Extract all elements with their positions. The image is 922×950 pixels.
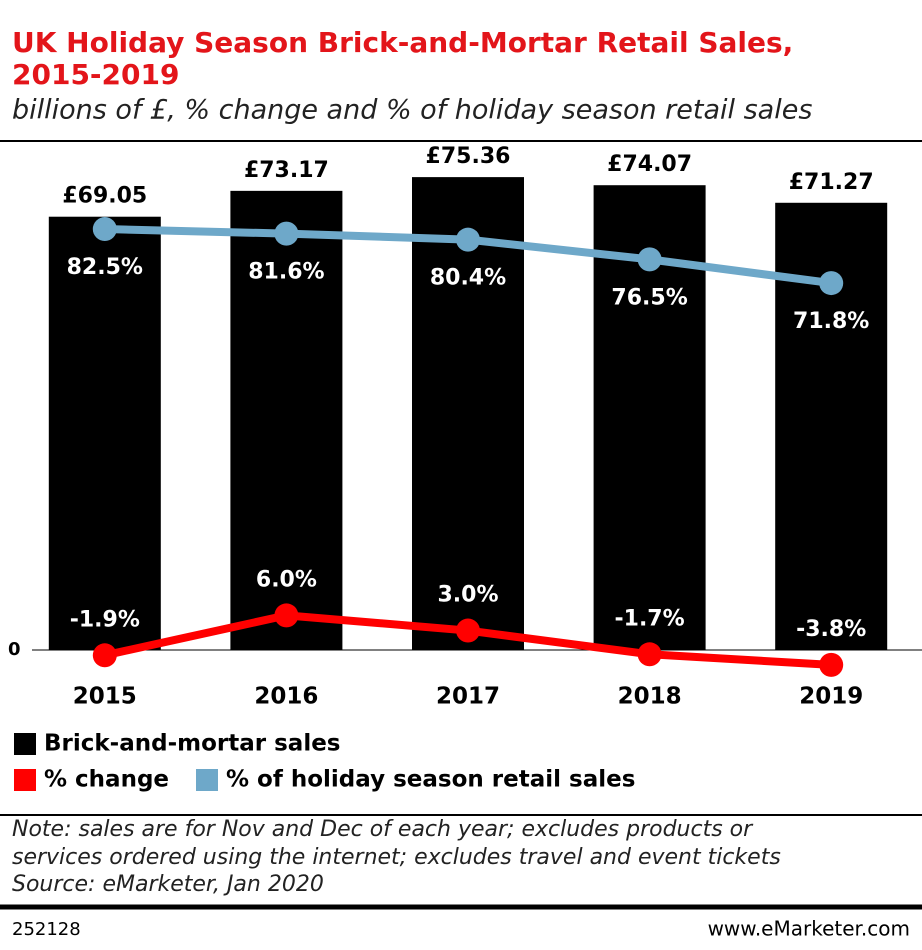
line-value-label: 71.8% [793, 309, 869, 334]
bar-value-label: £73.17 [244, 158, 329, 183]
x-tick-label: 2016 [254, 684, 318, 710]
bar [412, 177, 524, 650]
source: Source: eMarketer, Jan 2020 [12, 872, 324, 897]
line-point [819, 271, 844, 296]
legend-label: % change [44, 767, 169, 793]
chart-title: UK Holiday Season Brick-and-Mortar Retai… [12, 26, 793, 59]
x-tick-label: 2018 [618, 684, 682, 710]
line-value-label: 76.5% [611, 285, 687, 310]
bar [775, 202, 888, 650]
line-value-label: 82.5% [67, 255, 143, 280]
legend-swatch [196, 769, 218, 791]
line-value-label: 81.6% [248, 260, 324, 285]
bar-value-label: £71.27 [789, 170, 874, 195]
line-point [637, 642, 662, 667]
x-tick-label: 2019 [799, 684, 863, 710]
line-value-label: -1.7% [615, 606, 685, 631]
x-tick-label: 2017 [436, 684, 500, 710]
website: www.eMarketer.com [708, 917, 910, 941]
x-tick-label: 2015 [73, 684, 137, 710]
line-value-label: -1.9% [70, 607, 140, 632]
legend-swatch [14, 769, 36, 791]
line-point [456, 618, 480, 643]
chart-id: 252128 [12, 919, 81, 940]
line-value-label: 6.0% [256, 567, 317, 592]
line-value-label: 80.4% [430, 266, 506, 291]
line-value-label: 3.0% [437, 583, 498, 608]
line-point [274, 603, 299, 628]
chart-title: 2015-2019 [12, 58, 179, 91]
line-value-label: -3.8% [796, 617, 866, 642]
bar [230, 190, 343, 650]
line-point [456, 227, 480, 252]
legend-label: Brick-and-mortar sales [44, 731, 341, 757]
y-tick-label: 0 [8, 639, 21, 660]
note: services ordered using the internet; exc… [12, 845, 781, 870]
line-point [92, 217, 117, 242]
chart-subtitle: billions of £, % change and % of holiday… [12, 95, 812, 126]
legend-swatch [14, 733, 36, 755]
bar-value-label: £75.36 [426, 144, 511, 169]
line-point [274, 221, 299, 246]
note: Note: sales are for Nov and Dec of each … [12, 817, 754, 842]
bar [48, 216, 161, 650]
bar-value-label: £74.07 [607, 152, 692, 177]
bar-value-label: £69.05 [62, 184, 147, 209]
line-point [637, 247, 662, 272]
line-point [819, 652, 844, 677]
legend-label: % of holiday season retail sales [226, 767, 635, 793]
line-point [92, 643, 117, 668]
